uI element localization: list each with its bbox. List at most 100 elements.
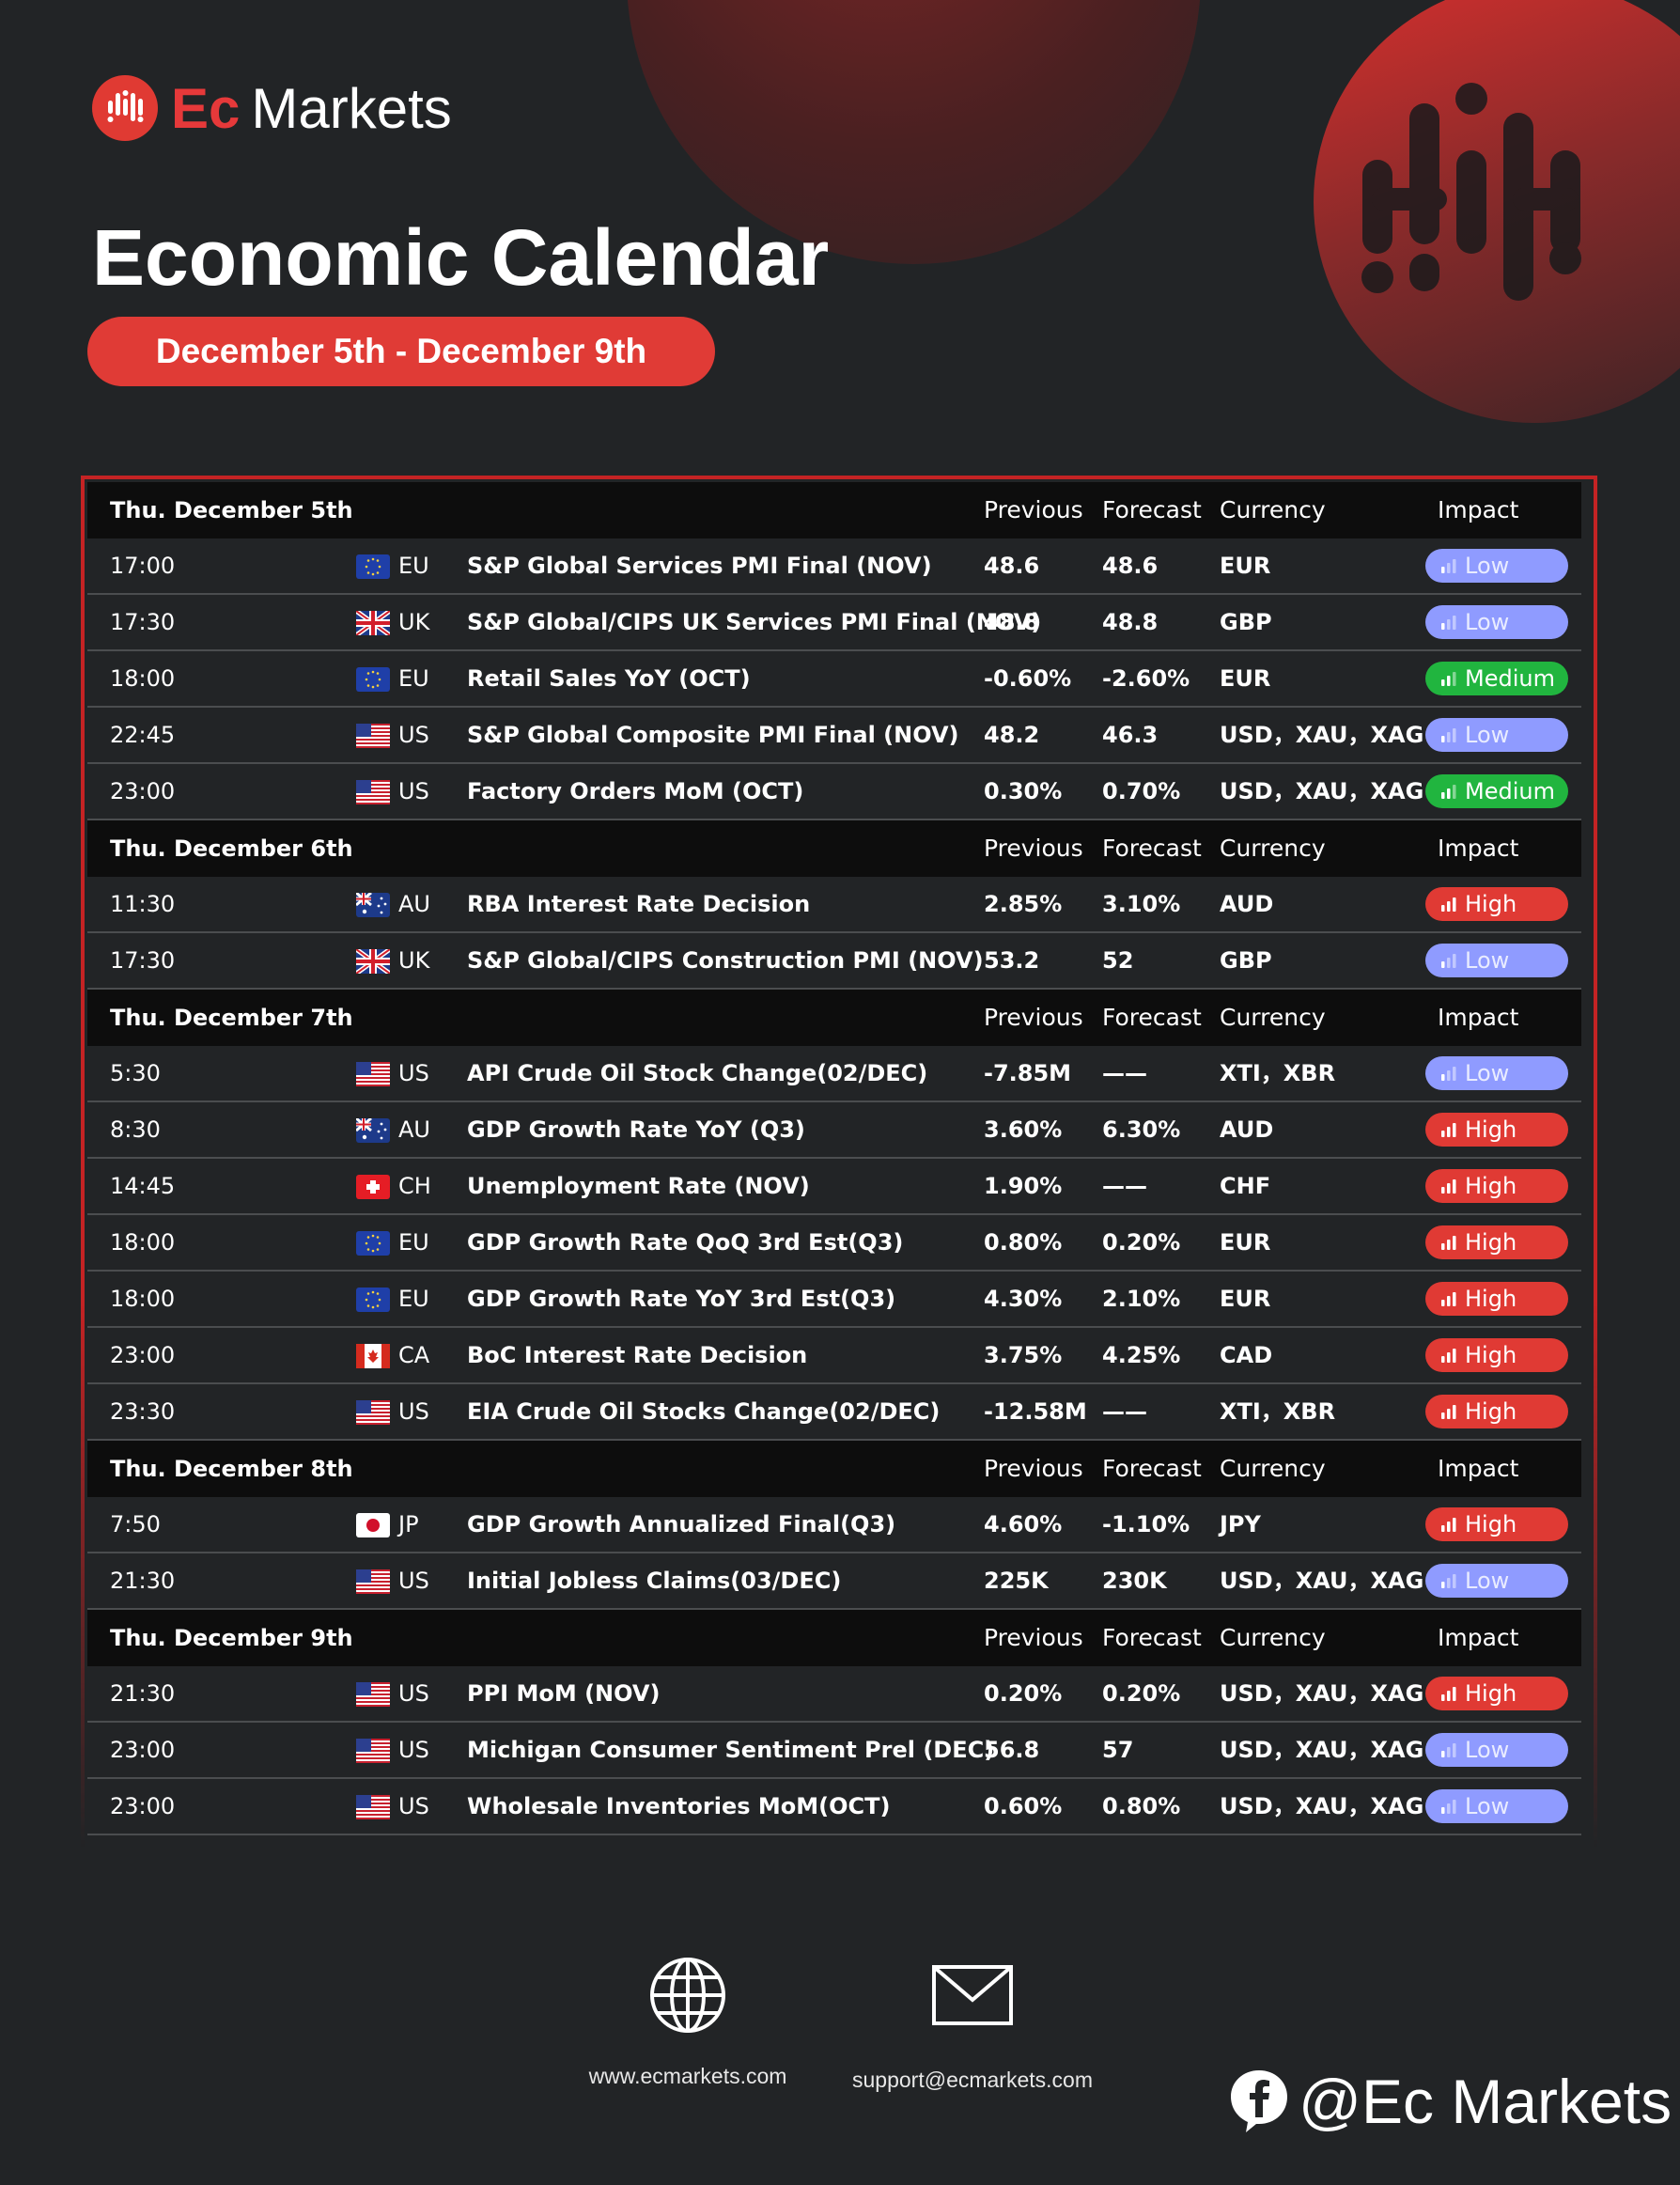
brand-name-ec: Ec: [171, 76, 241, 140]
event-previous: 4.30%: [984, 1286, 1063, 1312]
event-name: EIA Crude Oil Stocks Change(02/DEC): [467, 1398, 941, 1425]
event-time: 17:30: [110, 947, 176, 974]
signal-bars-icon: [1440, 784, 1457, 799]
us-flag-icon: [356, 1795, 390, 1819]
event-currency: GBP: [1220, 609, 1272, 635]
event-previous: 3.75%: [984, 1342, 1063, 1368]
event-row[interactable]: 18:00 EU Retail Sales YoY (OCT) -0.60% -2.60…: [87, 651, 1581, 708]
event-region: US: [398, 1793, 429, 1819]
event-time: 5:30: [110, 1060, 161, 1086]
column-header-currency: Currency: [1220, 835, 1326, 862]
event-time: 7:50: [110, 1511, 161, 1537]
event-row[interactable]: 11:30 AU RBA Interest Rate Decision 2.85% 3.…: [87, 877, 1581, 933]
event-row[interactable]: 17:30 UK S&P Global/CIPS UK Services PMI F…: [87, 595, 1581, 651]
impact-badge: Low: [1425, 1733, 1568, 1767]
impact-label: Medium: [1465, 665, 1555, 692]
event-currency: USD，XAU，XAG: [1220, 1568, 1424, 1594]
us-flag-icon: [356, 1062, 390, 1086]
column-header-impact: Impact: [1438, 1455, 1519, 1482]
event-currency: USD，XAU，XAG: [1220, 1680, 1424, 1707]
event-forecast: 46.3: [1102, 722, 1159, 748]
impact-label: Low: [1465, 1060, 1510, 1086]
event-row[interactable]: 17:30 UK S&P Global/CIPS Construction PMI …: [87, 933, 1581, 990]
signal-bars-icon: [1440, 615, 1457, 630]
impact-badge: Low: [1425, 944, 1568, 977]
event-name: GDP Growth Rate YoY (Q3): [467, 1116, 805, 1143]
event-row[interactable]: 17:00 EU S&P Global Services PMI Final (NO…: [87, 538, 1581, 595]
event-time: 17:00: [110, 553, 176, 579]
event-row[interactable]: 23:30 US EIA Crude Oil Stocks Change(02/DE…: [87, 1384, 1581, 1441]
impact-badge: High: [1425, 887, 1568, 921]
column-header-currency: Currency: [1220, 1624, 1326, 1651]
event-forecast: 0.20%: [1102, 1680, 1181, 1707]
event-row[interactable]: 18:00 EU GDP Growth Rate YoY 3rd Est(Q3) 4.…: [87, 1272, 1581, 1328]
event-name: RBA Interest Rate Decision: [467, 891, 811, 917]
column-header-previous: Previous: [984, 835, 1083, 862]
event-region: US: [398, 1398, 429, 1425]
event-row[interactable]: 23:00 US Michigan Consumer Sentiment Prel …: [87, 1723, 1581, 1779]
event-time: 18:00: [110, 1229, 176, 1256]
event-region: CH: [398, 1173, 431, 1199]
us-flag-icon: [356, 724, 390, 748]
event-forecast: 57: [1102, 1737, 1134, 1763]
facebook-link[interactable]: @Ec Markets: [1229, 2066, 1672, 2137]
column-header-impact: Impact: [1438, 1624, 1519, 1651]
signal-bars-icon: [1440, 1799, 1457, 1814]
event-region: CA: [398, 1342, 430, 1368]
event-region: UK: [398, 947, 430, 974]
event-row[interactable]: 23:00 CA BoC Interest Rate Decision 3.75% 4.…: [87, 1328, 1581, 1384]
signal-bars-icon: [1440, 1517, 1457, 1532]
event-row[interactable]: 14:45 CH Unemployment Rate (NOV) 1.90% —— CHF…: [87, 1159, 1581, 1215]
signal-bars-icon: [1440, 727, 1457, 742]
event-previous: 225K: [984, 1568, 1049, 1594]
event-forecast: ——: [1102, 1060, 1147, 1086]
event-previous: -12.58M: [984, 1398, 1087, 1425]
column-header-currency: Currency: [1220, 496, 1326, 523]
day-header-row: Thu. December 9th Previous Forecast Currenc…: [87, 1610, 1581, 1666]
column-header-forecast: Forecast: [1102, 1624, 1202, 1651]
event-previous: 4.60%: [984, 1511, 1063, 1537]
website-link[interactable]: www.ecmarkets.com: [564, 1955, 812, 2089]
date-range-badge: December 5th - December 9th: [87, 317, 715, 386]
event-previous: 2.85%: [984, 891, 1063, 917]
brand-name-markets: Markets: [251, 76, 452, 140]
jp-flag-icon: [356, 1513, 390, 1537]
event-row[interactable]: 21:30 US Initial Jobless Claims(03/DEC) 225…: [87, 1553, 1581, 1610]
event-previous: 1.90%: [984, 1173, 1063, 1199]
event-row[interactable]: 22:45 US S&P Global Composite PMI Final (N…: [87, 708, 1581, 764]
mail-icon: [932, 1965, 1013, 2025]
event-row[interactable]: 23:00 US Wholesale Inventories MoM(OCT) 0.6…: [87, 1779, 1581, 1835]
day-date: Thu. December 5th: [110, 497, 353, 523]
website-text: www.ecmarkets.com: [588, 2064, 787, 2088]
email-link[interactable]: support@ecmarkets.com: [836, 1964, 1109, 2093]
event-name: S&P Global Services PMI Final (NOV): [467, 553, 932, 579]
event-row[interactable]: 23:00 US Factory Orders MoM (OCT) 0.30% 0.70…: [87, 764, 1581, 820]
event-row[interactable]: 8:30 AU GDP Growth Rate YoY (Q3) 3.60% 6.30%…: [87, 1102, 1581, 1159]
event-row[interactable]: 21:30 US PPI MoM (NOV) 0.20% 0.20% USD，XAU，XA…: [87, 1666, 1581, 1723]
brand-logo[interactable]: Ec Markets: [92, 75, 452, 141]
impact-label: High: [1465, 1229, 1517, 1256]
impact-badge: Low: [1425, 1789, 1568, 1823]
column-header-forecast: Forecast: [1102, 496, 1202, 523]
us-flag-icon: [356, 780, 390, 804]
event-currency: JPY: [1220, 1511, 1261, 1537]
event-name: PPI MoM (NOV): [467, 1680, 661, 1707]
event-currency: USD，XAU，XAG: [1220, 1793, 1424, 1819]
day-date: Thu. December 6th: [110, 835, 353, 862]
column-header-impact: Impact: [1438, 835, 1519, 862]
event-region: AU: [398, 891, 430, 917]
event-previous: 3.60%: [984, 1116, 1063, 1143]
event-region: US: [398, 722, 429, 748]
event-forecast: 3.10%: [1102, 891, 1181, 917]
signal-bars-icon: [1440, 1573, 1457, 1588]
event-previous: 0.30%: [984, 778, 1063, 804]
column-header-currency: Currency: [1220, 1455, 1326, 1482]
event-row[interactable]: 5:30 US API Crude Oil Stock Change(02/DEC)…: [87, 1046, 1581, 1102]
event-region: EU: [398, 665, 429, 692]
event-row[interactable]: 7:50 JP GDP Growth Annualized Final(Q3) 4.6…: [87, 1497, 1581, 1553]
event-row[interactable]: 18:00 EU GDP Growth Rate QoQ 3rd Est(Q3) 0.…: [87, 1215, 1581, 1272]
day-header-row: Thu. December 6th Previous Forecast Currenc…: [87, 820, 1581, 877]
social-handle: @Ec Markets: [1299, 2067, 1672, 2136]
event-currency: USD，XAU，XAG: [1220, 778, 1424, 804]
uk-flag-icon: [356, 611, 390, 635]
